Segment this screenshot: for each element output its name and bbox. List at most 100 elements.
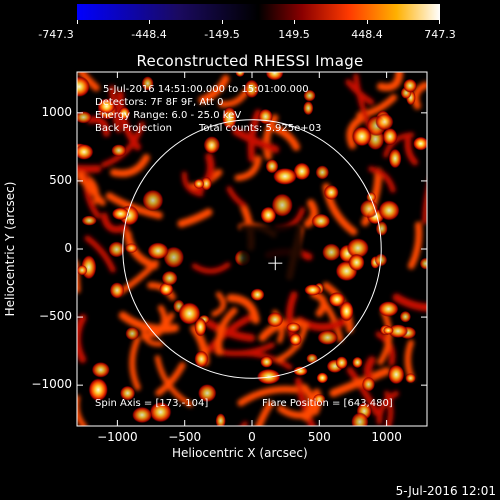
emission-blob [387, 324, 409, 339]
footer-date: 5-Jul-2016 12:01 [395, 484, 496, 498]
emission-blob [265, 159, 279, 174]
total-counts-annotation: Total counts: 5.925e+03 [199, 123, 322, 134]
emission-ridge [234, 155, 262, 182]
axis-tick-marks [77, 72, 427, 426]
flare-position-annotation: Flare Position = [643,480] [262, 398, 393, 409]
emission-ridge [295, 377, 316, 426]
emission-ridge [376, 390, 399, 425]
emission-blob [366, 191, 377, 203]
emission-blob [118, 106, 131, 121]
colorbar-gradient [77, 4, 440, 20]
colorbar-tick-label: -448.4 [131, 28, 167, 41]
emission-ridge [345, 79, 375, 106]
emission-blob [108, 241, 126, 258]
emission-ridge [404, 136, 419, 166]
emission-blob [111, 144, 127, 157]
emission-ridge [226, 294, 260, 324]
emission-blob [359, 199, 379, 219]
emission-blob [77, 76, 91, 98]
emission-ridge [247, 109, 262, 163]
emission-ridge [218, 88, 250, 108]
emission-ridge [240, 421, 248, 426]
emission-blob [81, 215, 97, 226]
emission-ridge [215, 307, 238, 356]
emission-blob [313, 393, 326, 405]
emission-ridge [262, 114, 279, 161]
emission-blob [91, 361, 110, 378]
emission-blob [323, 184, 339, 201]
emission-ridge [368, 166, 396, 193]
emission-blob [403, 78, 418, 93]
emission-blob [77, 264, 88, 276]
emission-blob [304, 284, 322, 296]
colorbar-tickmark [367, 20, 368, 24]
emission-ridge [363, 356, 376, 384]
emission-ridge [141, 324, 164, 347]
emission-ridge [232, 127, 280, 154]
emission-blob [382, 127, 398, 146]
emission-ridge [295, 316, 351, 332]
emission-blob [215, 413, 226, 426]
emission-blob [178, 302, 201, 325]
emission-blob [306, 353, 318, 364]
emission-blob [316, 372, 329, 384]
emission-blob [194, 317, 207, 337]
emission-ridge [211, 291, 226, 317]
emission-blob [375, 113, 394, 131]
emission-ridge [109, 153, 151, 178]
emission-ridge [346, 115, 365, 150]
y-tick-label: −1000 [31, 377, 72, 392]
emission-blob [346, 237, 370, 259]
energy-range-annotation: Energy Range: 6.0 - 25.0 keV [95, 110, 242, 121]
emission-ridge [154, 304, 168, 338]
emission-blob [272, 167, 298, 185]
colorbar-tick-label: 747.3 [424, 28, 456, 41]
emission-ridge [346, 367, 380, 416]
emission-ridge [411, 81, 427, 110]
time-range-annotation: 5-Jul-2016 14:51:00.000 to 15:01:00.000 [103, 84, 309, 95]
emission-blob [149, 401, 172, 423]
detectors-annotation: Detectors: 7F 8F 9F, Att 0 [95, 97, 224, 108]
colorbar-tickmark [294, 20, 295, 24]
emission-ridge [77, 72, 100, 92]
emission-blob [203, 135, 221, 155]
center-dark-region [240, 225, 302, 287]
emission-blob [193, 178, 205, 189]
emission-ridge [226, 186, 247, 208]
emission-ridge [310, 290, 328, 317]
x-tick-label: −1000 [97, 430, 138, 444]
emission-blob [142, 189, 164, 212]
emission-blob [77, 143, 94, 160]
colorbar-tick-label: -149.5 [204, 28, 240, 41]
emission-blob [361, 376, 376, 392]
emission-blob [109, 282, 125, 299]
emission-blob [405, 373, 416, 384]
emission-ridge [300, 383, 315, 422]
emission-blob [250, 288, 265, 302]
colorbar-tick-label: 149.5 [278, 28, 310, 41]
emission-blob [197, 383, 217, 403]
emission-blob [266, 312, 284, 328]
emission-ridge [177, 208, 213, 228]
y-tick-label: 1000 [41, 104, 72, 119]
emission-ridge [118, 311, 180, 333]
emission-ridge [273, 125, 301, 151]
emission-ridge [206, 312, 258, 353]
emission-ridge [154, 355, 194, 408]
x-tick-label: 0 [248, 430, 256, 444]
solar-limb-circle [122, 119, 382, 379]
spin-axis-annotation: Spin Axis = [173,-104] [95, 398, 209, 409]
y-tick-label: −500 [39, 309, 72, 324]
emission-blob [335, 356, 348, 370]
emission-ridge [376, 72, 404, 92]
emission-blob [375, 221, 388, 237]
emission-blob [159, 282, 174, 296]
colorbar-tick-label: 448.4 [351, 28, 383, 41]
emission-ridge [86, 116, 110, 137]
emission-blob [311, 213, 331, 229]
emission-blob [328, 292, 346, 308]
emission-ridge [84, 235, 116, 273]
emission-blob [419, 257, 427, 270]
emission-ridge [255, 400, 274, 426]
emission-ridge [129, 336, 141, 391]
